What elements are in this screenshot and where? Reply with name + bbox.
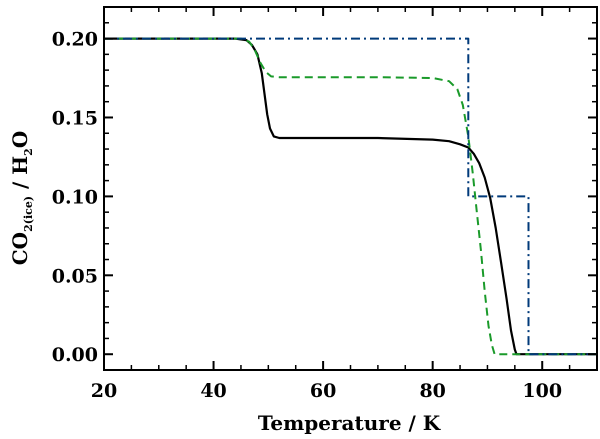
x-tick-label: 20	[91, 380, 117, 402]
x-tick-label: 80	[419, 380, 445, 402]
y-tick-label: 0.15	[52, 107, 98, 129]
y-axis-label-sub1: 2(ice)	[22, 196, 35, 232]
plot-frame	[103, 6, 598, 371]
y-axis-label-part2: / H	[8, 156, 32, 196]
series-layer	[104, 37, 597, 356]
y-axis-label-part3: O	[8, 131, 32, 148]
x-ticks: 20 40 60 80 100	[91, 7, 571, 402]
y-tick-label: 0.00	[52, 344, 98, 366]
y-axis-label-sub2: 2	[22, 148, 35, 156]
series-line-solid	[104, 37, 597, 356]
x-tick-label: 100	[522, 380, 562, 402]
x-axis-label: Temperature / K	[258, 411, 441, 435]
y-tick-label: 0.05	[52, 265, 98, 287]
y-axis-label-part1: CO	[8, 232, 32, 265]
series-line-dashdot	[104, 37, 597, 356]
y-tick-label: 0.10	[52, 186, 98, 208]
y-tick-label: 0.20	[52, 29, 98, 51]
series-line-dashed	[104, 37, 597, 356]
y-axis-label: CO2(ice) / H2O	[8, 131, 35, 266]
x-tick-label: 40	[200, 380, 226, 402]
y-ticks: 0.00 0.05 0.10 0.15 0.20	[52, 22, 597, 366]
x-tick-label: 60	[310, 380, 336, 402]
